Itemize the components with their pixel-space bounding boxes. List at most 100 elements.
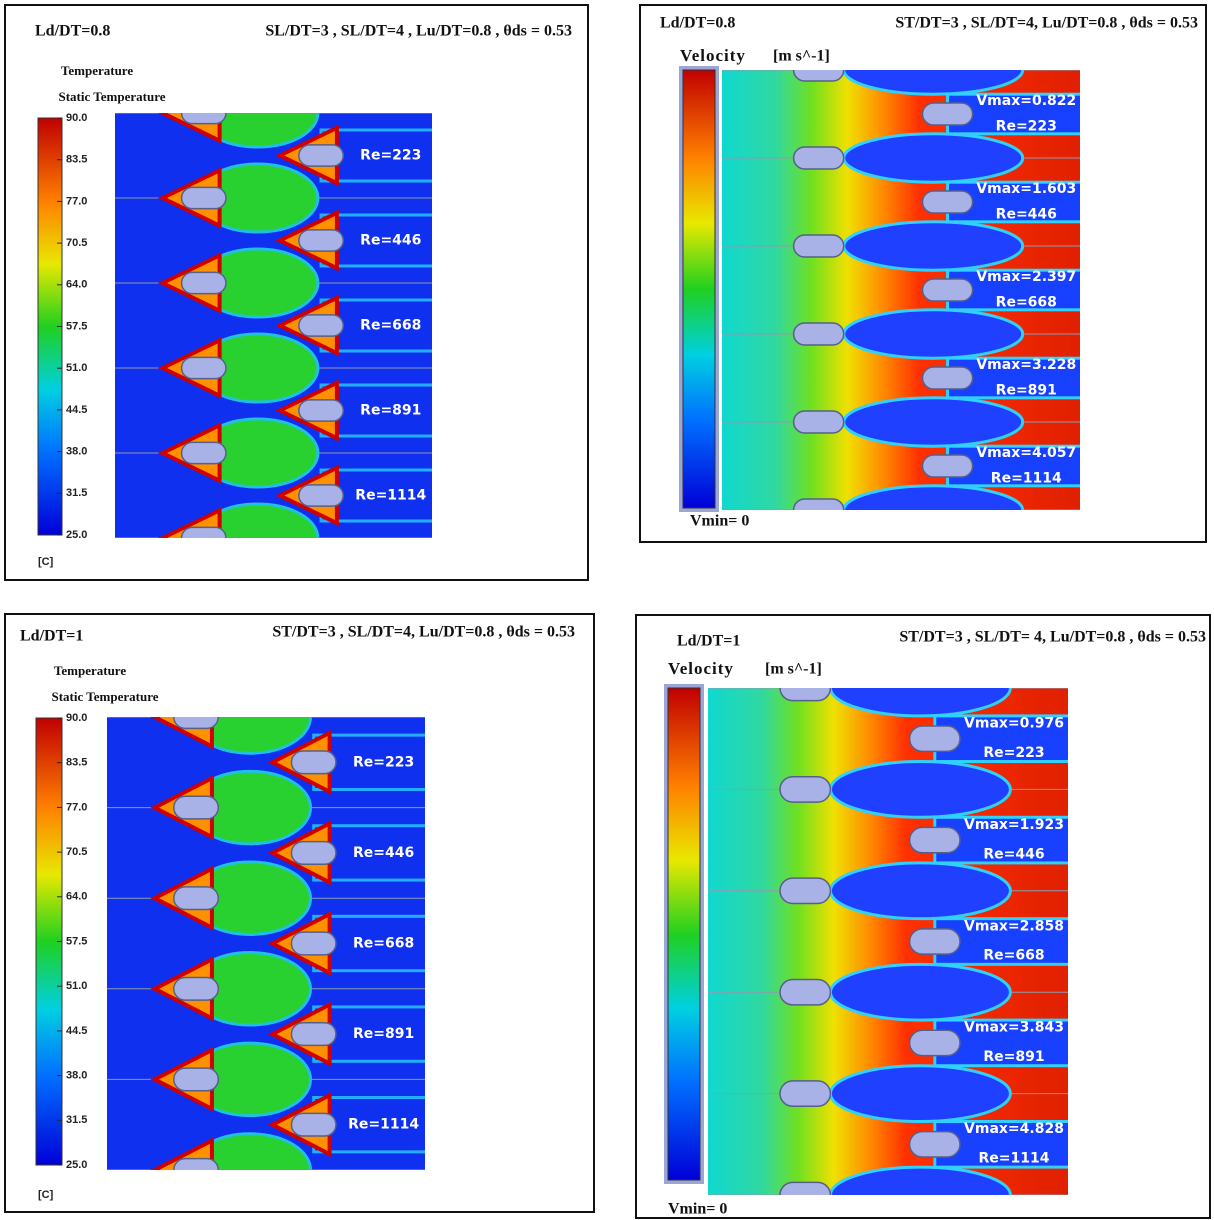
re-label: Re=1114 bbox=[979, 1150, 1050, 1166]
tube bbox=[299, 230, 343, 251]
params-label: ST/DT=3 , SL/DT=4, Lu/DT=0.8 , θds = 0.5… bbox=[895, 15, 1198, 32]
params-label: SL/DT=3 , SL/DT=4 , Lu/DT=0.8 , θds = 0.… bbox=[265, 23, 572, 40]
colorbar-label: 77.0 bbox=[66, 195, 87, 207]
colorbar-label: 90.0 bbox=[66, 712, 87, 724]
legend-subtitle: Static Temperature bbox=[59, 89, 166, 104]
unit-label: [C] bbox=[38, 1189, 54, 1201]
tube bbox=[299, 145, 343, 166]
wake bbox=[830, 964, 1010, 1020]
panel: Ld/DT=1 ST/DT=3 , SL/DT=4, Lu/DT=0.8 , θd… bbox=[5, 614, 632, 1212]
re-label: Re=891 bbox=[353, 1026, 414, 1042]
legend-title: Temperature bbox=[54, 663, 126, 678]
re-label: Re=446 bbox=[360, 233, 421, 249]
colorbar-label: 25.0 bbox=[66, 1159, 87, 1171]
re-label: Re=668 bbox=[996, 294, 1057, 310]
legend-title: Temperature bbox=[61, 63, 133, 78]
vmax-label: Vmax=2.858 bbox=[964, 918, 1064, 934]
tube bbox=[780, 1081, 830, 1106]
tube bbox=[922, 103, 972, 125]
tube bbox=[910, 827, 960, 852]
colorbar-label: 64.0 bbox=[66, 279, 87, 291]
colorbar-label: 31.5 bbox=[66, 1114, 87, 1126]
re-label: Re=223 bbox=[996, 118, 1057, 134]
tube bbox=[299, 485, 343, 506]
tube bbox=[910, 929, 960, 954]
colorbar-label: 83.5 bbox=[66, 154, 87, 166]
vmax-label: Vmax=2.397 bbox=[976, 269, 1076, 285]
wake bbox=[830, 863, 1010, 919]
ld-label: Ld/DT=1 bbox=[677, 633, 740, 650]
vmax-label: Vmax=1.923 bbox=[964, 817, 1064, 833]
colorbar-label: 70.5 bbox=[66, 237, 87, 249]
panel: Ld/DT=0.8 SL/DT=3 , SL/DT=4 , Lu/DT=0.8 ,… bbox=[5, 5, 638, 580]
vmax-label: Vmax=1.603 bbox=[976, 181, 1076, 197]
vmax-label: Vmax=3.228 bbox=[976, 357, 1076, 373]
wake bbox=[844, 310, 1023, 358]
colorbar-label: 44.5 bbox=[66, 1025, 87, 1037]
colorbar-label: 77.0 bbox=[66, 801, 87, 813]
tube bbox=[780, 878, 830, 903]
vmax-label: Vmax=0.822 bbox=[976, 93, 1076, 109]
re-label: Re=668 bbox=[360, 318, 421, 334]
vmax-label: Vmax=4.057 bbox=[976, 445, 1076, 461]
tube bbox=[182, 272, 226, 293]
colorbar-label: 64.0 bbox=[66, 891, 87, 903]
params-label: ST/DT=3 , SL/DT= 4, Lu/DT=0.8 , θds = 0.… bbox=[899, 629, 1206, 646]
vmin-label: Vmin= 0 bbox=[668, 1201, 727, 1218]
re-label: Re=446 bbox=[983, 846, 1044, 862]
tube bbox=[299, 400, 343, 421]
tube bbox=[922, 367, 972, 389]
ld-label: Ld/DT=0.8 bbox=[35, 23, 110, 40]
tube bbox=[910, 1132, 960, 1157]
colorbar-label: 44.5 bbox=[66, 404, 87, 416]
colorbar bbox=[668, 688, 700, 1180]
wake bbox=[844, 398, 1023, 446]
params-label: ST/DT=3 , SL/DT=4, Lu/DT=0.8 , θds = 0.5… bbox=[272, 624, 575, 641]
legend-title: Velocity bbox=[668, 659, 734, 678]
wake bbox=[844, 222, 1023, 270]
tube bbox=[794, 235, 844, 257]
tube bbox=[174, 977, 219, 1000]
wake bbox=[830, 1066, 1010, 1122]
colorbar-label: 83.5 bbox=[66, 757, 87, 769]
re-label: Re=223 bbox=[360, 148, 421, 164]
legend-title: Velocity bbox=[680, 46, 746, 65]
colorbar-label: 90.0 bbox=[66, 112, 87, 124]
tube bbox=[922, 279, 972, 301]
tube bbox=[174, 887, 219, 910]
panel: Ld/DT=1 ST/DT=3 , SL/DT= 4, Lu/DT=0.8 , θ… bbox=[636, 615, 1214, 1220]
colorbar-label: 51.0 bbox=[66, 980, 87, 992]
vmax-label: Vmax=0.976 bbox=[964, 715, 1064, 731]
tube bbox=[922, 455, 972, 477]
re-label: Re=223 bbox=[353, 754, 414, 770]
tube bbox=[794, 323, 844, 345]
colorbar-label: 57.5 bbox=[66, 320, 87, 332]
unit-label: [C] bbox=[38, 556, 54, 568]
unit-label: [m s^-1] bbox=[773, 48, 830, 65]
tube bbox=[291, 1023, 336, 1046]
re-label: Re=668 bbox=[353, 936, 414, 952]
colorbar bbox=[683, 70, 715, 508]
wake bbox=[830, 762, 1010, 818]
tube bbox=[182, 187, 226, 208]
tube bbox=[922, 191, 972, 213]
re-label: Re=1114 bbox=[348, 1117, 419, 1133]
tube bbox=[780, 980, 830, 1005]
colorbar-label: 38.0 bbox=[66, 446, 87, 458]
figure: Ld/DT=0.8 SL/DT=3 , SL/DT=4 , Lu/DT=0.8 ,… bbox=[0, 0, 1214, 1220]
tube bbox=[174, 1068, 219, 1091]
re-label: Re=446 bbox=[353, 845, 414, 861]
vmax-label: Vmax=4.828 bbox=[964, 1121, 1064, 1137]
ld-label: Ld/DT=1 bbox=[20, 628, 83, 645]
legend-subtitle: Static Temperature bbox=[52, 689, 159, 704]
colorbar-label: 51.0 bbox=[66, 362, 87, 374]
re-label: Re=223 bbox=[983, 745, 1044, 761]
colorbar-label: 57.5 bbox=[66, 935, 87, 947]
re-label: Re=668 bbox=[983, 948, 1044, 964]
re-label: Re=891 bbox=[983, 1049, 1044, 1065]
colorbar-label: 38.0 bbox=[66, 1070, 87, 1082]
tube bbox=[291, 751, 336, 774]
vmin-label: Vmin= 0 bbox=[690, 513, 749, 530]
tube bbox=[299, 315, 343, 336]
colorbar-label: 70.5 bbox=[66, 846, 87, 858]
